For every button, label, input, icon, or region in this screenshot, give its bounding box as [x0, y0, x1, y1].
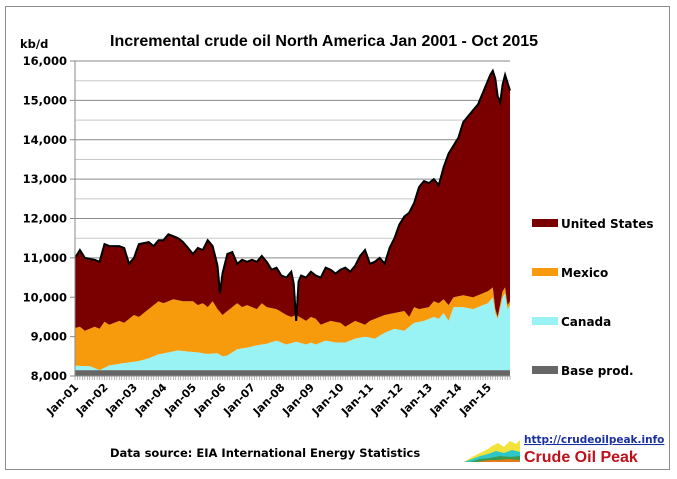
x-tick-label: Jan-05	[161, 381, 199, 419]
plot-areas	[74, 68, 511, 376]
x-tick-label: Jan-07	[220, 381, 258, 419]
x-tick-label: Jan-13	[397, 381, 435, 419]
area-base-prod	[75, 370, 510, 376]
brand-logo[interactable]: http://crudeoilpeak.info Crude Oil Peak	[464, 434, 664, 466]
total-outline	[74, 68, 511, 321]
data-source-note: Data source: EIA International Energy St…	[110, 446, 420, 460]
area-canada	[75, 293, 510, 371]
y-tick-label: 9,000	[31, 330, 67, 344]
x-tick-label: Jan-10	[309, 381, 347, 419]
website-link[interactable]: http://crudeoilpeak.info	[524, 434, 664, 446]
brand-name: Crude Oil Peak	[524, 449, 638, 466]
x-tick-label: Jan-11	[338, 381, 376, 419]
legend: United States Mexico Canada Base prod.	[532, 217, 654, 378]
x-tick-label: Jan-04	[132, 381, 170, 419]
x-tick-label: Jan-09	[279, 381, 317, 419]
x-tick-label: Jan-06	[191, 381, 229, 419]
y-tick-label: 16,000	[23, 54, 67, 68]
legend-swatch	[532, 268, 558, 276]
y-tick-label: 8,000	[31, 369, 67, 383]
legend-swatch	[532, 317, 558, 325]
area-mexico	[75, 287, 510, 371]
y-tick-label: 12,000	[23, 212, 67, 226]
legend-label: Canada	[561, 315, 611, 329]
legend-label: Mexico	[561, 266, 608, 280]
axes	[70, 60, 511, 380]
y-axis-label: kb/d	[20, 37, 48, 51]
legend-label: United States	[561, 217, 654, 231]
x-tick-label: Jan-14	[427, 381, 465, 419]
y-tick-label: 14,000	[23, 133, 67, 147]
x-tick-label: Jan-08	[250, 381, 288, 419]
logo-chart-icon	[464, 440, 520, 462]
x-tick-label: Jan-12	[368, 381, 406, 419]
area-united-states	[75, 70, 510, 331]
y-tick-label: 11,000	[23, 251, 67, 265]
chart-title: Incremental crude oil North America Jan …	[110, 33, 538, 50]
x-tick-labels: Jan-01Jan-02Jan-03Jan-04Jan-05Jan-06Jan-…	[43, 381, 494, 419]
x-tick-label: Jan-03	[102, 381, 140, 419]
y-tick-label: 13,000	[23, 172, 67, 186]
x-tick-label: Jan-02	[73, 381, 111, 419]
legend-swatch	[532, 219, 558, 227]
legend-label: Base prod.	[561, 364, 634, 378]
legend-swatch	[532, 366, 558, 374]
y-tick-label: 15,000	[23, 93, 67, 107]
x-tick-label: Jan-15	[456, 381, 494, 419]
y-tick-label: 10,000	[23, 290, 67, 304]
y-tick-labels: 8,000 9,000 10,000 11,000 12,000 13,000 14,000…	[23, 54, 67, 383]
x-tick-label: Jan-01	[43, 381, 81, 419]
